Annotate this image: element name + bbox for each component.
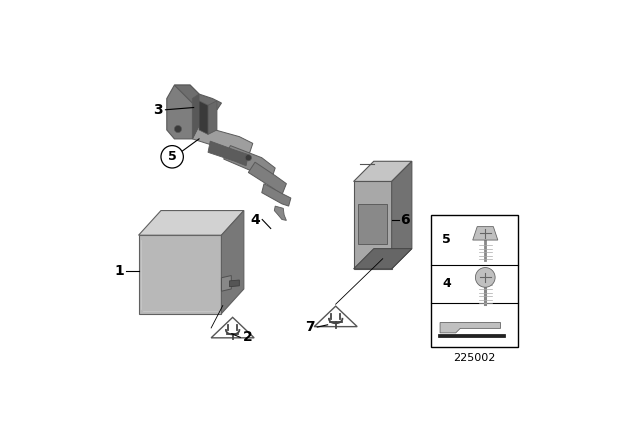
Polygon shape (211, 317, 254, 338)
Polygon shape (199, 101, 208, 134)
Polygon shape (353, 161, 412, 181)
Circle shape (174, 125, 182, 133)
Text: 7: 7 (305, 320, 315, 334)
Polygon shape (438, 334, 505, 337)
Circle shape (245, 155, 252, 161)
Polygon shape (262, 184, 291, 206)
Polygon shape (473, 227, 498, 240)
Polygon shape (208, 101, 217, 134)
Polygon shape (139, 235, 221, 314)
Text: 4: 4 (250, 212, 260, 227)
Text: 4: 4 (442, 277, 451, 290)
Polygon shape (248, 162, 287, 195)
Polygon shape (314, 306, 357, 327)
Polygon shape (440, 323, 500, 333)
Polygon shape (392, 161, 412, 269)
Polygon shape (353, 249, 412, 269)
Polygon shape (208, 141, 248, 166)
Polygon shape (221, 276, 231, 291)
Text: 1: 1 (115, 264, 124, 278)
Text: 6: 6 (400, 212, 410, 227)
Polygon shape (167, 85, 199, 139)
Text: 225002: 225002 (454, 353, 496, 363)
Polygon shape (192, 94, 199, 139)
Circle shape (476, 267, 495, 287)
Polygon shape (275, 206, 287, 220)
Polygon shape (174, 85, 221, 110)
Polygon shape (358, 204, 387, 244)
Circle shape (161, 146, 184, 168)
Polygon shape (221, 211, 244, 314)
Text: 5: 5 (168, 150, 177, 164)
Polygon shape (353, 181, 392, 269)
FancyBboxPatch shape (431, 215, 518, 347)
Polygon shape (139, 211, 244, 235)
Text: 2: 2 (243, 330, 252, 345)
Polygon shape (224, 146, 275, 181)
Polygon shape (230, 280, 239, 287)
Text: 5: 5 (442, 233, 451, 246)
Text: 3: 3 (153, 103, 163, 117)
Polygon shape (192, 125, 253, 157)
